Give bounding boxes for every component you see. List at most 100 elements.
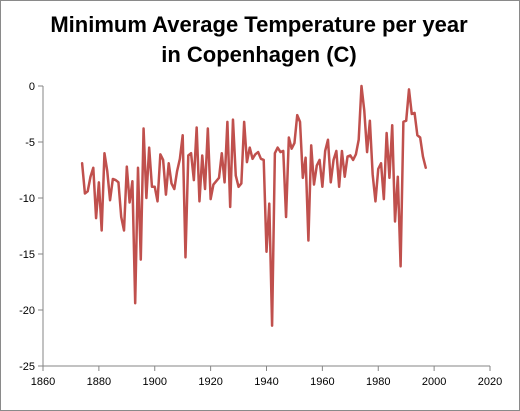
data-point <box>327 138 329 141</box>
data-point <box>114 179 117 181</box>
data-point <box>204 188 206 190</box>
data-point <box>162 159 165 161</box>
data-point <box>240 182 243 185</box>
data-point <box>363 109 366 112</box>
data-point <box>206 127 209 130</box>
data-point <box>310 144 313 147</box>
data-point <box>382 198 385 201</box>
x-axis-ticks: 1860 1880 1900 1920 1940 1960 1980 2000 2020 <box>31 366 502 388</box>
data-point <box>424 166 427 169</box>
data-point <box>399 265 402 268</box>
data-point <box>396 175 399 178</box>
data-point <box>248 146 251 149</box>
data-point <box>321 185 324 188</box>
data-point <box>212 183 215 186</box>
data-point <box>265 250 268 253</box>
data-point <box>293 142 296 145</box>
data-point <box>388 176 391 179</box>
x-tick-label: 1860 <box>31 376 55 388</box>
data-point <box>416 134 419 137</box>
data-point <box>262 159 265 161</box>
data-point <box>307 239 310 242</box>
data-point <box>260 157 262 160</box>
data-point <box>218 176 220 179</box>
data-point <box>139 258 142 261</box>
y-axis-ticks: 0 -5 -10 -15 -20 -25 <box>19 81 43 373</box>
data-point <box>187 154 190 157</box>
data-point <box>385 132 388 134</box>
data-point <box>352 159 355 161</box>
x-tick-label: 1940 <box>254 376 278 388</box>
data-point <box>165 193 167 196</box>
data-point <box>209 198 212 201</box>
data-point <box>271 324 273 327</box>
data-point <box>419 136 422 139</box>
data-point <box>145 197 148 199</box>
data-point <box>313 183 315 186</box>
data-point <box>178 157 181 160</box>
data-point <box>268 202 271 205</box>
y-tick-label: -10 <box>19 193 35 205</box>
data-point <box>137 166 139 169</box>
data-point <box>97 181 100 184</box>
data-point <box>232 118 234 121</box>
data-point <box>81 162 84 165</box>
data-point <box>301 176 304 179</box>
data-point <box>413 111 416 114</box>
y-tick-label: -5 <box>25 137 35 149</box>
chart-title-line-2: in Copenhagen (C) <box>161 42 357 67</box>
data-point <box>170 182 173 185</box>
data-point <box>234 174 237 177</box>
data-point <box>335 150 338 152</box>
data-point <box>125 165 128 168</box>
data-point <box>190 152 192 155</box>
data-point <box>285 216 287 218</box>
data-point <box>346 155 349 158</box>
data-point <box>109 199 111 202</box>
data-point <box>366 151 368 153</box>
chart-title-line-1: Minimum Average Temperature per year <box>50 12 468 37</box>
data-point <box>287 136 290 139</box>
data-point <box>299 120 301 123</box>
data-point <box>338 185 341 188</box>
data-point <box>226 120 229 123</box>
data-point <box>391 124 394 127</box>
y-tick-label: -25 <box>19 361 35 373</box>
data-point <box>273 152 276 155</box>
data-point <box>111 178 114 180</box>
data-point <box>198 200 201 203</box>
x-tick-label: 2000 <box>422 376 446 388</box>
series-group <box>80 84 427 327</box>
y-tick-label: 0 <box>29 81 35 93</box>
chart-title: Minimum Average Temperature per year in … <box>0 10 518 70</box>
data-point <box>276 146 279 149</box>
data-point <box>343 175 346 178</box>
data-point <box>173 188 176 190</box>
data-point <box>120 216 123 218</box>
data-point <box>251 157 254 160</box>
data-point <box>92 166 95 169</box>
data-point <box>215 180 218 183</box>
data-point <box>220 152 223 155</box>
x-tick-label: 1980 <box>366 376 390 388</box>
data-point <box>371 173 374 176</box>
data-point <box>237 185 240 188</box>
data-point <box>324 150 327 152</box>
data-point <box>103 152 106 155</box>
data-point <box>355 153 357 156</box>
data-point <box>223 181 226 184</box>
data-point <box>84 192 86 195</box>
data-point <box>89 175 92 178</box>
data-point <box>257 151 260 153</box>
data-point <box>357 138 360 141</box>
data-point <box>394 220 396 223</box>
x-tick-label: 1880 <box>87 376 111 388</box>
data-point <box>117 181 120 184</box>
data-point <box>304 156 307 159</box>
data-point <box>128 201 131 204</box>
data-point <box>148 146 151 149</box>
data-point <box>315 164 318 167</box>
data-point <box>86 190 89 193</box>
data-point <box>159 153 162 156</box>
